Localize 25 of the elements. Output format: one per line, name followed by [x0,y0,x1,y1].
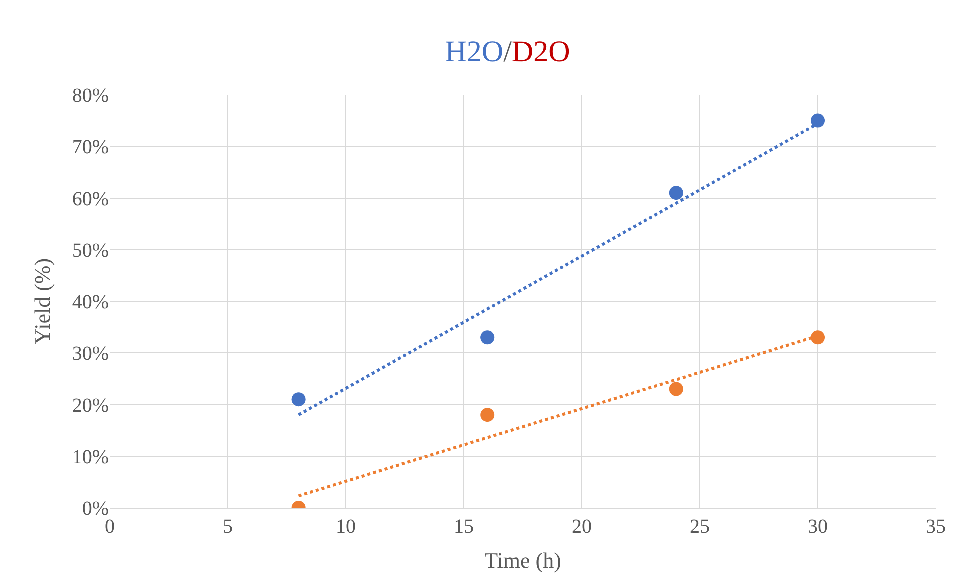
y-tick-label: 50% [72,240,109,262]
point [480,330,495,345]
point [480,408,495,422]
point [811,114,825,128]
chart-title: H2O/D2O [445,36,570,69]
x-tick-label: 20 [572,516,592,538]
y-tick-label: 60% [72,188,109,210]
y-tick-label: 20% [72,394,109,417]
x-tick-label: 5 [223,516,233,538]
x-tick-label: 10 [336,516,356,538]
point [669,186,684,200]
y-axis-title: Yield (%) [30,258,56,345]
point [669,382,684,396]
y-tick-label: 70% [72,136,109,159]
y-tick-label: 30% [72,343,109,366]
x-tick-label: 30 [808,516,828,538]
x-tick-label: 15 [454,516,474,538]
y-tick-label: 40% [72,292,109,314]
x-tick-label: 25 [690,516,710,538]
x-tick-label: 35 [926,516,946,538]
x-axis-title: Time (h) [484,548,562,573]
point [811,330,825,345]
y-tick-label: 10% [72,446,109,468]
y-tick-label: 80% [72,85,109,107]
point [292,392,306,407]
